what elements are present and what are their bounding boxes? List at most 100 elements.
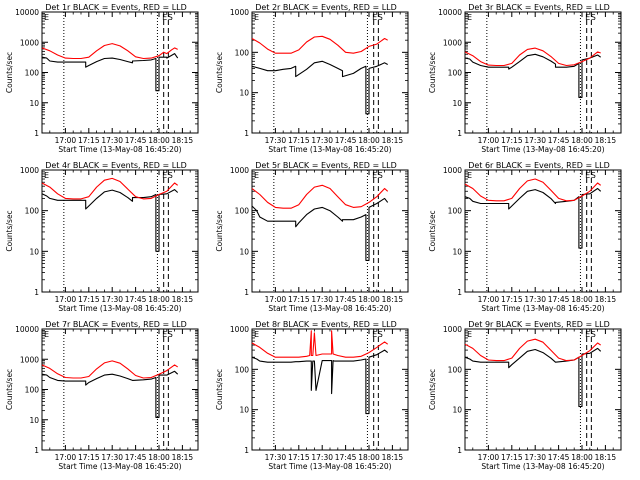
marker-s: S: [591, 171, 596, 180]
y-tick-label: 1: [457, 288, 462, 297]
lld-series-line: [464, 47, 601, 67]
lld-series-line: [251, 184, 389, 209]
x-tick-label: 17:45: [125, 453, 147, 462]
x-tick-label: 18:00: [358, 136, 380, 145]
x-tick-label: 17:00: [55, 136, 77, 145]
marker-s: S: [591, 330, 596, 339]
marker-e: E: [162, 13, 167, 22]
panel-title: Det 5r BLACK = Events, RED = LLD: [255, 161, 397, 170]
x-tick-label: 17:15: [288, 453, 310, 462]
y-tick-label: 100: [25, 207, 40, 216]
marker-e-left: E: [44, 330, 49, 339]
x-tick-label: 18:15: [382, 295, 404, 304]
y-axis-label: Counts/sec: [428, 369, 437, 410]
x-tick-label: 17:00: [478, 295, 500, 304]
y-tick-label: 100: [448, 207, 463, 216]
marker-s: S: [168, 330, 173, 339]
x-tick-label: 17:45: [548, 453, 570, 462]
x-tick-label: 17:30: [311, 453, 333, 462]
events-series-line: [251, 197, 389, 261]
x-tick-label: 17:15: [501, 295, 523, 304]
events-series-line: [41, 53, 179, 92]
lld-series-line: [251, 35, 388, 54]
marker-e-left: E: [467, 330, 472, 339]
y-axis-label: Counts/sec: [428, 52, 437, 93]
marker-s: S: [168, 13, 173, 22]
x-tick-label: 18:00: [571, 453, 593, 462]
x-axis-label: Start Time (13-May-08 16:45:20): [268, 462, 391, 471]
x-tick-label: 17:30: [101, 453, 123, 462]
y-tick-label: 100: [235, 365, 250, 374]
y-tick-label: 1000: [20, 166, 39, 175]
panel-title: Det 4r BLACK = Events, RED = LLD: [45, 161, 187, 170]
y-tick-label: 100: [235, 207, 250, 216]
y-tick-label: 10: [29, 416, 39, 425]
x-axis-label: Start Time (13-May-08 16:45:20): [58, 462, 181, 471]
x-tick-label: 17:45: [335, 136, 357, 145]
x-tick-label: 17:30: [524, 295, 546, 304]
panel-title: Det 7r BLACK = Events, RED = LLD: [45, 320, 187, 329]
marker-e: E: [585, 330, 590, 339]
x-tick-label: 18:00: [358, 295, 380, 304]
panel-title: Det 9r BLACK = Events, RED = LLD: [468, 320, 610, 329]
plot-frame: [251, 11, 409, 134]
y-tick-label: 1: [34, 288, 39, 297]
events-series-line: [251, 349, 389, 415]
marker-e-left: E: [467, 13, 472, 22]
lld-series-line: [251, 330, 389, 358]
x-tick-label: 18:00: [571, 136, 593, 145]
lld-series-line: [41, 177, 179, 200]
panel-title: Det 8r BLACK = Events, RED = LLD: [255, 320, 397, 329]
x-tick-label: 18:15: [172, 453, 194, 462]
x-tick-label: 17:45: [125, 295, 147, 304]
y-axis-label: Counts/sec: [215, 369, 224, 410]
y-tick-label: 1000: [230, 8, 249, 17]
y-tick-label: 1000: [443, 166, 462, 175]
x-tick-label: 18:15: [595, 453, 617, 462]
y-tick-label: 1: [457, 446, 462, 455]
y-tick-label: 10000: [438, 8, 462, 17]
events-series-line: [41, 370, 179, 418]
lld-series-line: [464, 338, 602, 362]
x-tick-label: 17:45: [335, 453, 357, 462]
y-tick-label: 10: [239, 406, 249, 415]
x-tick-label: 17:30: [311, 136, 333, 145]
x-tick-label: 18:00: [571, 295, 593, 304]
y-tick-label: 100: [235, 48, 250, 57]
marker-e-left: E: [254, 171, 259, 180]
x-tick-label: 17:30: [524, 136, 546, 145]
x-tick-label: 18:15: [382, 136, 404, 145]
marker-e: E: [162, 330, 167, 339]
y-tick-label: 1: [34, 129, 39, 138]
x-axis-label: Start Time (13-May-08 16:45:20): [268, 304, 391, 313]
y-tick-label: 10: [239, 89, 249, 98]
x-tick-label: 17:00: [55, 453, 77, 462]
x-tick-label: 17:15: [288, 295, 310, 304]
y-tick-label: 1: [244, 288, 249, 297]
x-tick-label: 17:30: [101, 136, 123, 145]
x-tick-label: 18:15: [172, 295, 194, 304]
x-tick-label: 17:45: [548, 136, 570, 145]
x-tick-label: 18:00: [148, 295, 170, 304]
x-axis-label: Start Time (13-May-08 16:45:20): [58, 145, 181, 154]
panel-title: Det 6r BLACK = Events, RED = LLD: [468, 161, 610, 170]
y-axis-label: Counts/sec: [215, 52, 224, 93]
y-tick-label: 10: [29, 99, 39, 108]
panel-title: Det 1r BLACK = Events, RED = LLD: [45, 3, 187, 12]
x-tick-label: 17:00: [478, 453, 500, 462]
x-tick-label: 17:00: [55, 295, 77, 304]
marker-e: E: [162, 171, 167, 180]
x-tick-label: 17:30: [265, 453, 287, 462]
panel-title: Det 3r BLACK = Events, RED = LLD: [468, 3, 610, 12]
plot-frame: [251, 328, 409, 451]
marker-e-left: E: [467, 171, 472, 180]
marker-e: E: [585, 171, 590, 180]
marker-s: S: [378, 171, 383, 180]
x-tick-label: 17:45: [125, 136, 147, 145]
x-tick-label: 17:15: [78, 295, 100, 304]
y-tick-label: 1000: [20, 355, 39, 364]
y-tick-label: 10000: [15, 8, 39, 17]
plot-frame: [464, 11, 622, 134]
marker-e-left: E: [44, 171, 49, 180]
